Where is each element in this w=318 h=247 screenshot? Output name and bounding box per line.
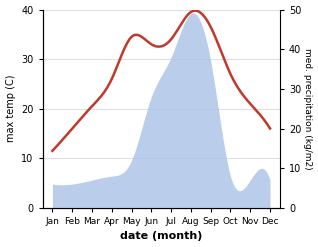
Y-axis label: max temp (C): max temp (C): [5, 75, 16, 143]
Y-axis label: med. precipitation (kg/m2): med. precipitation (kg/m2): [303, 48, 313, 169]
X-axis label: date (month): date (month): [120, 231, 203, 242]
